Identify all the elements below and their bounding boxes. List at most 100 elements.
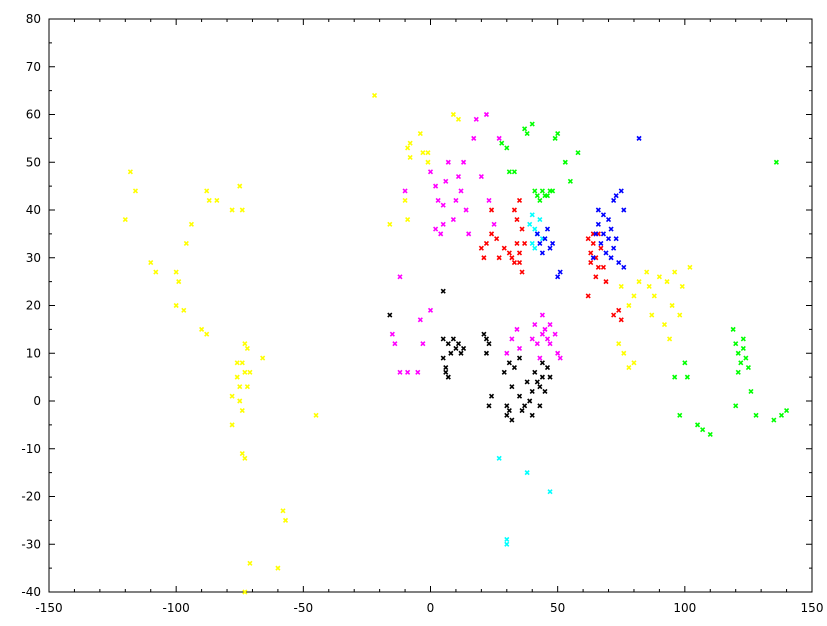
data-point: [244, 384, 250, 390]
data-point: [519, 226, 525, 232]
x-tick-label: -50: [294, 601, 314, 615]
data-point: [753, 412, 759, 418]
data-point: [435, 197, 441, 204]
data-point: [527, 221, 533, 227]
data-point: [504, 403, 510, 409]
data-point: [773, 159, 779, 165]
data-point: [590, 240, 596, 246]
data-point: [547, 322, 553, 328]
data-point: [537, 355, 543, 361]
x-tick-label: 100: [673, 601, 696, 615]
data-point: [443, 178, 449, 184]
data-point: [557, 355, 563, 361]
data-point: [402, 197, 408, 204]
data-point: [677, 412, 683, 418]
data-point: [420, 150, 426, 156]
data-point: [707, 431, 713, 437]
x-tick-label: -100: [163, 601, 190, 615]
data-point: [738, 360, 744, 366]
data-point: [552, 331, 558, 337]
data-point: [626, 302, 632, 309]
plot-area: [48, 18, 813, 593]
data-point: [443, 365, 449, 371]
data-point: [664, 279, 670, 285]
data-point: [407, 154, 413, 161]
series-3: [499, 121, 790, 437]
data-point: [603, 279, 609, 285]
data-point: [440, 336, 446, 342]
data-point: [672, 269, 678, 275]
data-point: [427, 169, 434, 175]
data-point: [440, 202, 446, 208]
data-point: [173, 302, 179, 309]
data-point: [539, 250, 545, 256]
data-point: [425, 159, 431, 165]
data-point: [539, 360, 545, 366]
data-point: [516, 259, 523, 266]
data-point: [440, 355, 446, 361]
data-point: [239, 407, 245, 414]
data-point: [511, 365, 517, 371]
data-point: [735, 369, 741, 375]
data-point: [471, 135, 477, 141]
data-point: [593, 274, 599, 280]
data-point: [588, 250, 594, 256]
data-point: [542, 326, 548, 332]
data-point: [501, 245, 507, 251]
data-point: [618, 188, 624, 194]
data-point: [389, 331, 395, 337]
data-point: [427, 307, 434, 313]
data-point: [392, 341, 398, 347]
data-point: [544, 365, 551, 371]
data-point: [544, 336, 551, 342]
data-point: [600, 264, 607, 270]
data-point: [567, 178, 573, 184]
data-point: [417, 131, 423, 137]
data-point: [176, 279, 182, 285]
data-point: [506, 169, 512, 175]
data-point: [486, 197, 492, 204]
data-point: [455, 174, 462, 180]
data-point: [509, 384, 515, 390]
data-point: [516, 393, 523, 399]
data-point: [532, 245, 538, 251]
data-point: [534, 193, 540, 199]
data-point: [542, 236, 548, 242]
data-point: [539, 312, 545, 318]
y-tick-label: -20: [21, 490, 41, 504]
data-point: [603, 250, 609, 256]
data-point: [651, 293, 657, 299]
data-point: [618, 317, 624, 323]
data-point: [590, 255, 596, 261]
data-point: [539, 188, 545, 194]
data-point: [516, 250, 523, 256]
data-point: [488, 207, 495, 213]
data-point: [644, 269, 650, 275]
data-point: [532, 226, 538, 232]
data-point: [537, 403, 543, 409]
data-point: [237, 384, 243, 390]
data-point: [733, 341, 739, 347]
x-tick-label: 0: [427, 601, 435, 615]
data-point: [229, 207, 235, 213]
data-point: [499, 140, 505, 146]
data-point: [488, 231, 495, 237]
data-point: [206, 197, 212, 204]
data-point: [516, 197, 523, 204]
data-point: [631, 293, 637, 299]
data-point: [537, 240, 543, 246]
data-point: [509, 336, 515, 342]
data-point: [214, 197, 220, 204]
data-point: [522, 240, 528, 246]
data-point: [397, 274, 403, 280]
data-point: [234, 360, 240, 366]
data-point: [455, 116, 462, 122]
data-point: [661, 322, 668, 328]
data-point: [239, 360, 245, 366]
data-point: [473, 116, 479, 122]
y-tick-label: 60: [26, 108, 41, 122]
data-point: [522, 403, 528, 409]
data-point: [247, 369, 253, 375]
data-point: [555, 350, 561, 356]
